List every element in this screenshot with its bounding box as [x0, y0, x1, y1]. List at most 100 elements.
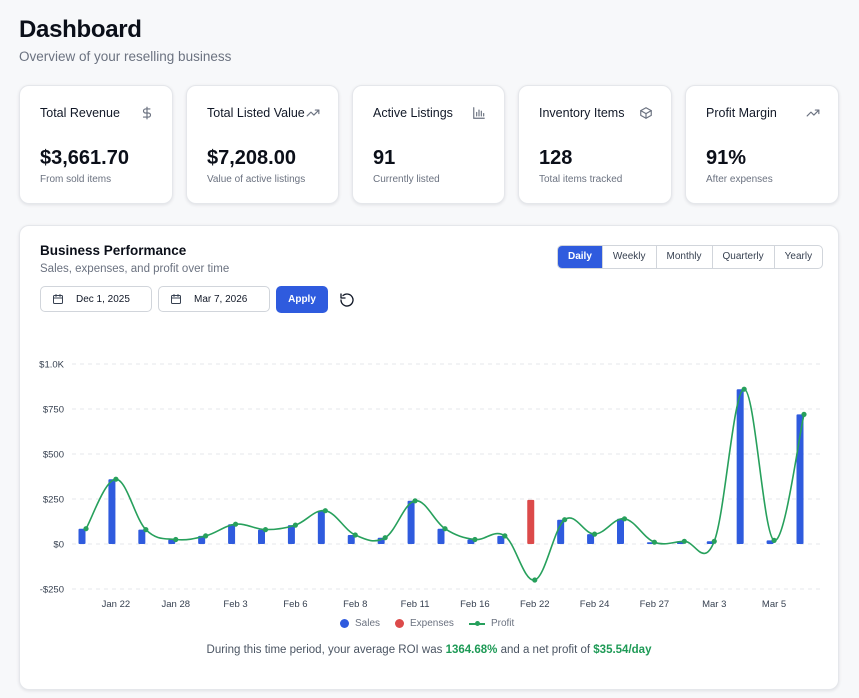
- x-tick-label: Feb 11: [401, 599, 430, 610]
- stat-title: Total Revenue: [40, 106, 120, 120]
- profit-point: [203, 533, 209, 539]
- stat-sub: Currently listed: [373, 174, 440, 185]
- summary-mid: and a net profit of: [497, 644, 594, 656]
- sales-bar: [258, 529, 265, 544]
- y-tick-label: $750: [43, 405, 64, 416]
- sales-bar: [497, 535, 505, 544]
- stat-title: Active Listings: [373, 106, 453, 120]
- sales-bar: [347, 535, 355, 544]
- package-icon: [640, 107, 652, 119]
- x-tick-label: Feb 24: [580, 599, 610, 610]
- stat-sub: From sold items: [40, 174, 112, 185]
- trending-up-icon: [306, 109, 320, 117]
- sales-bar: [287, 525, 295, 544]
- tab-quarterly[interactable]: Quarterly: [711, 246, 774, 268]
- end-date-picker[interactable]: Mar 7, 2026: [158, 286, 270, 312]
- sales-bar: [108, 479, 116, 544]
- profit-point: [173, 536, 179, 543]
- profit-point: [591, 531, 598, 537]
- tab-weekly[interactable]: Weekly: [601, 246, 656, 268]
- x-tick-label: Feb 27: [640, 599, 670, 610]
- stat-sub: After expenses: [706, 174, 773, 185]
- stat-title: Inventory Items: [539, 106, 625, 120]
- y-tick-label: -$250: [40, 585, 64, 596]
- tab-yearly[interactable]: Yearly: [773, 246, 822, 268]
- panel-title: Business Performance: [40, 243, 187, 258]
- profit-point: [143, 527, 149, 533]
- stat-value: $3,661.70: [40, 147, 129, 169]
- x-tick-label: Jan 28: [161, 599, 190, 610]
- sales-bar: [736, 389, 744, 544]
- sales-bar: [138, 529, 146, 544]
- sales-bar: [317, 510, 325, 544]
- stat-value: $7,208.00: [207, 147, 296, 169]
- start-date-picker[interactable]: Dec 1, 2025: [40, 286, 152, 312]
- profit-point: [83, 526, 89, 532]
- sales-bar: [228, 524, 236, 544]
- performance-chart: $1.0K $750 $500 $250 $0 -$250 Jan 22 Jan 28 Feb …: [39, 360, 820, 610]
- legend-label: Profit: [490, 618, 515, 629]
- stat-value: 91: [373, 147, 396, 169]
- profit-point: [532, 577, 538, 583]
- profit-point: [262, 527, 269, 533]
- bar-chart-icon: [473, 107, 485, 119]
- profit-line: [85, 388, 805, 581]
- profit-point: [322, 508, 328, 514]
- dollar-icon: [142, 106, 152, 120]
- x-tick-label: Feb 3: [223, 599, 247, 610]
- apply-button[interactable]: Apply: [276, 286, 328, 313]
- stat-card-active-listings: Active Listings 91 Currently listed: [352, 85, 505, 204]
- profit-point: [472, 536, 478, 543]
- x-tick-label: Feb 8: [343, 599, 367, 610]
- legend-item-profit[interactable]: Profit: [468, 618, 515, 629]
- profit-point: [621, 516, 628, 522]
- legend-item-sales[interactable]: Sales: [340, 618, 380, 629]
- stat-title: Total Listed Value: [207, 106, 305, 120]
- profit-point: [232, 521, 239, 527]
- calendar-icon: [53, 294, 63, 304]
- profit-point: [352, 532, 358, 538]
- chart-legend: Sales Expenses Profit: [340, 618, 514, 629]
- x-tick-label: Mar 5: [762, 599, 786, 610]
- sales-bar: [407, 500, 415, 544]
- sales-swatch: [340, 619, 349, 628]
- profit-point: [651, 539, 658, 545]
- stat-card-inventory-items: Inventory Items 128 Total items tracked: [518, 85, 672, 204]
- stat-value: 128: [539, 147, 573, 169]
- profit-point: [562, 517, 568, 523]
- business-performance-panel: Business Performance Sales, expenses, an…: [19, 225, 839, 690]
- legend-label: Expenses: [410, 618, 454, 629]
- tab-daily[interactable]: Daily: [558, 246, 602, 268]
- reset-icon[interactable]: [339, 292, 355, 308]
- calendar-icon: [171, 294, 181, 304]
- profit-point: [412, 498, 418, 504]
- y-tick-label: $0: [53, 540, 64, 551]
- stat-value: 91%: [706, 147, 747, 169]
- y-tick-label: $500: [43, 450, 64, 461]
- profit-point: [711, 538, 717, 544]
- x-tick-label: Feb 6: [283, 599, 307, 610]
- stat-card-profit-margin: Profit Margin 91% After expenses: [685, 85, 839, 204]
- stat-title: Profit Margin: [706, 106, 777, 120]
- tab-monthly[interactable]: Monthly: [655, 246, 712, 268]
- page-subtitle: Overview of your reselling business: [19, 49, 232, 64]
- profit-point: [801, 411, 807, 417]
- trending-up-icon: [806, 109, 820, 117]
- y-tick-label: $250: [43, 495, 64, 506]
- legend-item-expenses[interactable]: Expenses: [395, 618, 454, 629]
- roi-summary: During this time period, your average RO…: [20, 644, 838, 656]
- sales-bar: [78, 528, 86, 544]
- expenses-swatch: [395, 619, 405, 628]
- expenses-bar: [527, 499, 535, 544]
- x-tick-label: Mar 3: [702, 599, 726, 610]
- profit-point: [113, 476, 119, 482]
- sales-bar: [617, 518, 624, 544]
- profit-point: [442, 526, 448, 532]
- profit-point: [741, 386, 747, 392]
- stat-card-total-revenue: Total Revenue $3,661.70 From sold items: [19, 85, 173, 204]
- stat-sub: Total items tracked: [539, 174, 623, 185]
- stat-sub: Value of active listings: [207, 174, 306, 185]
- profit-point: [292, 522, 299, 528]
- stat-card-total-listed-value: Total Listed Value $7,208.00 Value of ac…: [186, 85, 339, 204]
- x-tick-label: Feb 16: [460, 599, 490, 610]
